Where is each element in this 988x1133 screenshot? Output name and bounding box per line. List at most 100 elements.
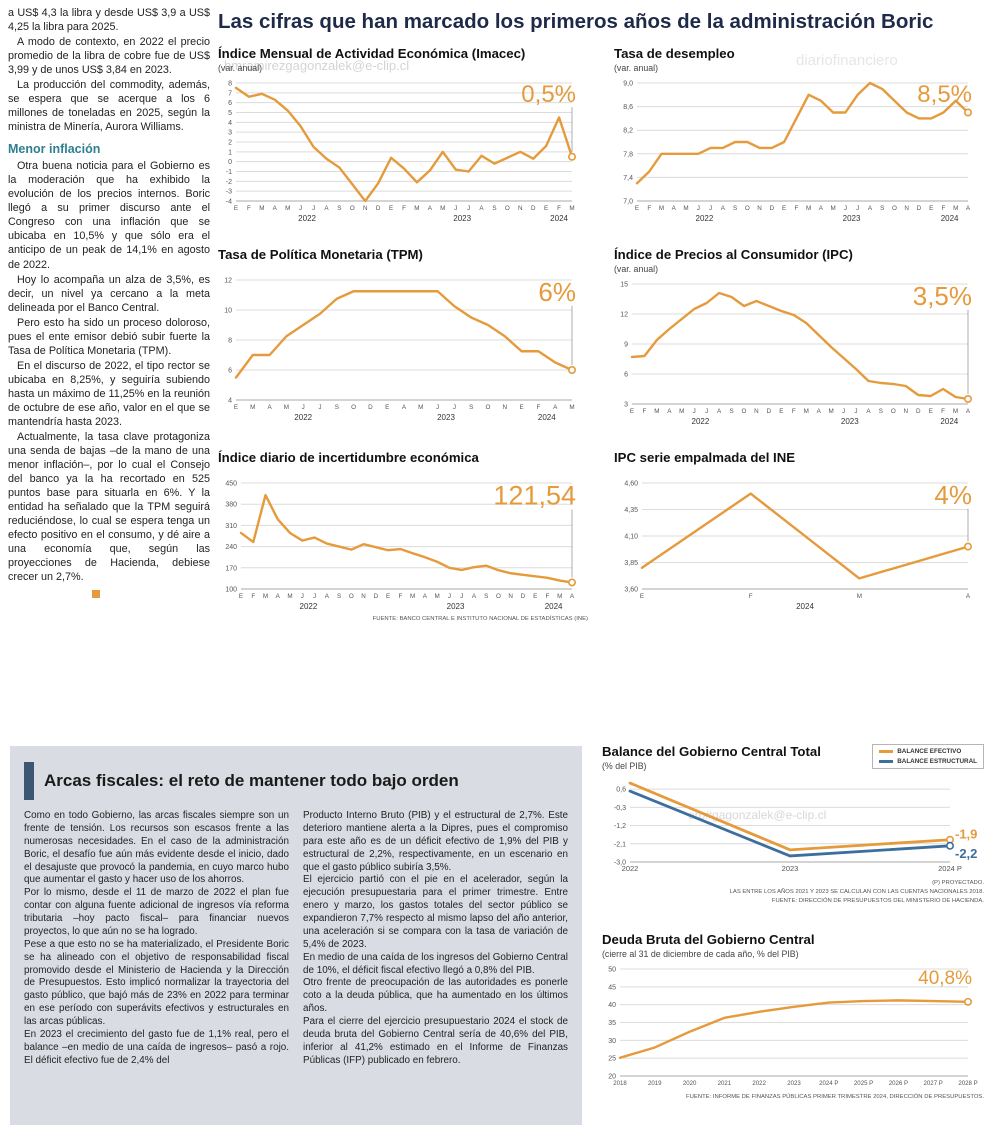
svg-text:D: D xyxy=(521,593,526,600)
svg-text:J: J xyxy=(436,404,439,411)
svg-text:M: M xyxy=(259,205,264,212)
svg-text:J: J xyxy=(842,408,845,415)
paragraph: En medio de una caída de los ingresos de… xyxy=(303,951,568,976)
svg-text:E: E xyxy=(635,205,639,212)
svg-text:N: N xyxy=(508,593,513,600)
svg-text:D: D xyxy=(767,408,772,415)
paragraph: Hoy lo acompaña un alza de 3,5%, es deci… xyxy=(8,273,210,314)
svg-text:A: A xyxy=(966,593,971,600)
svg-text:A: A xyxy=(672,205,677,212)
svg-text:S: S xyxy=(335,404,339,411)
source-line: FUENTE: BANCO CENTRAL E INSTITUTO NACION… xyxy=(372,616,588,622)
svg-text:M: M xyxy=(557,593,562,600)
svg-text:35: 35 xyxy=(608,1020,616,1027)
source-line: LAS ENTRE LOS AÑOS 2021 Y 2023 SE CALCUL… xyxy=(729,889,984,896)
chart-subtitle: (var. anual) xyxy=(218,63,263,73)
svg-text:A: A xyxy=(325,593,330,600)
svg-text:D: D xyxy=(374,593,379,600)
chart-source: FUENTE: INFORME DE FINANZAS PÚBLICAS PRI… xyxy=(602,1093,984,1102)
svg-text:O: O xyxy=(350,205,355,212)
legend-label: BALANCE ESTRUCTURAL xyxy=(897,758,977,765)
chart-card-desempleo: Tasa de desempleo (var. anual) 9,0 8,6 8,2… xyxy=(614,46,984,225)
balance-plot: 0,6 -0,3 -1,2 -2,1 -3,0 2022 2023 2024 P -1,9 -2,… xyxy=(602,773,984,877)
svg-text:J: J xyxy=(693,408,696,415)
fiscal-column-2: Producto Interno Bruto (PIB) y el estruc… xyxy=(303,810,568,1068)
svg-text:2022: 2022 xyxy=(692,417,710,426)
svg-text:2024 P: 2024 P xyxy=(819,1080,838,1087)
svg-text:A: A xyxy=(402,404,407,411)
svg-text:2: 2 xyxy=(228,140,232,147)
svg-text:2023: 2023 xyxy=(843,214,861,223)
svg-text:8,5%: 8,5% xyxy=(917,81,972,108)
accent-bar xyxy=(24,762,34,800)
svg-text:F: F xyxy=(536,404,540,411)
svg-text:D: D xyxy=(917,205,922,212)
legend-item: BALANCE EFECTIVO xyxy=(879,748,977,755)
svg-text:O: O xyxy=(892,205,897,212)
ipc-empalmada-plot: 4,60 4,35 4,10 3,85 3,60 E F M A 2024 4% xyxy=(614,475,984,613)
svg-text:J: J xyxy=(467,205,470,212)
svg-text:D: D xyxy=(368,404,373,411)
imacec-plot: 8 7 6 5 4 3 2 1 0 -1 -2 -3 -4 E F M A M J J A S O N D E F M A M J J A S O N… xyxy=(218,75,588,225)
svg-text:F: F xyxy=(794,205,798,212)
svg-text:40,8%: 40,8% xyxy=(918,968,972,989)
svg-text:8,2: 8,2 xyxy=(623,128,633,135)
tpm-plot: 12 10 8 6 4 E M A M J J S O D E A M J J S O N E F A M 2022 2023 2024… xyxy=(218,272,588,424)
svg-text:8,6: 8,6 xyxy=(623,104,633,111)
svg-text:2023: 2023 xyxy=(841,417,859,426)
svg-text:M: M xyxy=(828,408,833,415)
svg-text:M: M xyxy=(806,205,811,212)
svg-text:6: 6 xyxy=(624,372,628,379)
svg-text:2023: 2023 xyxy=(787,1080,801,1087)
chart-card-tpm: Tasa de Política Monetaria (TPM) 12 10 8 6 4… xyxy=(218,247,588,428)
svg-text:45: 45 xyxy=(608,984,616,991)
source-line: FUENTE: INFORME DE FINANZAS PÚBLICAS PRI… xyxy=(686,1094,984,1100)
svg-text:40: 40 xyxy=(608,1002,616,1009)
svg-text:4,35: 4,35 xyxy=(624,507,638,514)
svg-text:E: E xyxy=(386,593,390,600)
svg-text:240: 240 xyxy=(225,544,237,551)
svg-text:25: 25 xyxy=(608,1056,616,1063)
svg-text:A: A xyxy=(472,593,477,600)
chart-source: (P) PROYECTADO. LAS ENTRE LOS AÑOS 2021 Y… xyxy=(602,879,984,906)
svg-text:F: F xyxy=(546,593,550,600)
svg-text:7: 7 xyxy=(228,90,232,97)
svg-text:-2,2: -2,2 xyxy=(955,846,977,861)
svg-text:M: M xyxy=(953,408,958,415)
svg-text:J: J xyxy=(318,404,321,411)
svg-text:3,85: 3,85 xyxy=(624,560,638,567)
svg-text:M: M xyxy=(659,205,664,212)
svg-text:2022: 2022 xyxy=(752,1080,766,1087)
chart-card-ipc: Índice de Precios al Consumidor (IPC) (v… xyxy=(614,247,984,428)
fiscal-column-1: Como en todo Gobierno, las arcas fiscale… xyxy=(24,810,289,1068)
svg-text:20: 20 xyxy=(608,1074,616,1081)
svg-text:0,6: 0,6 xyxy=(616,787,626,794)
svg-text:F: F xyxy=(792,408,796,415)
svg-text:N: N xyxy=(754,408,759,415)
svg-text:2023: 2023 xyxy=(782,864,799,873)
svg-text:M: M xyxy=(435,593,440,600)
svg-text:E: E xyxy=(389,205,393,212)
paragraph: Pese a que esto no se ha materializado, … xyxy=(24,938,289,1027)
chart-title: Tasa de Política Monetaria (TPM) xyxy=(218,247,423,262)
svg-text:-2: -2 xyxy=(226,179,232,186)
svg-text:12: 12 xyxy=(620,312,628,319)
svg-text:D: D xyxy=(531,205,536,212)
article-end-mark xyxy=(92,590,100,599)
chart-title: Índice diario de incertidumbre económica xyxy=(218,450,479,465)
paragraph: Como en todo Gobierno, las arcas fiscale… xyxy=(24,810,289,886)
svg-text:A: A xyxy=(428,205,433,212)
left-article-top: a US$ 4,3 la libra y desde US$ 3,9 a US$… xyxy=(8,6,210,134)
chart-subtitle: (cierre al 31 de diciembre de cada año, … xyxy=(602,949,799,959)
svg-text:2028 P: 2028 P xyxy=(958,1080,977,1087)
svg-text:J: J xyxy=(299,205,302,212)
left-article-bottom: Otra buena noticia para el Gobierno es l… xyxy=(8,159,210,584)
svg-text:310: 310 xyxy=(225,523,237,530)
svg-text:2024 P: 2024 P xyxy=(938,864,962,873)
svg-text:A: A xyxy=(423,593,428,600)
svg-text:3: 3 xyxy=(228,130,232,137)
chart-title: Tasa de desempleo xyxy=(614,46,735,61)
svg-text:E: E xyxy=(544,205,548,212)
paragraph: Por lo mismo, desde el 11 de marzo de 20… xyxy=(24,887,289,937)
